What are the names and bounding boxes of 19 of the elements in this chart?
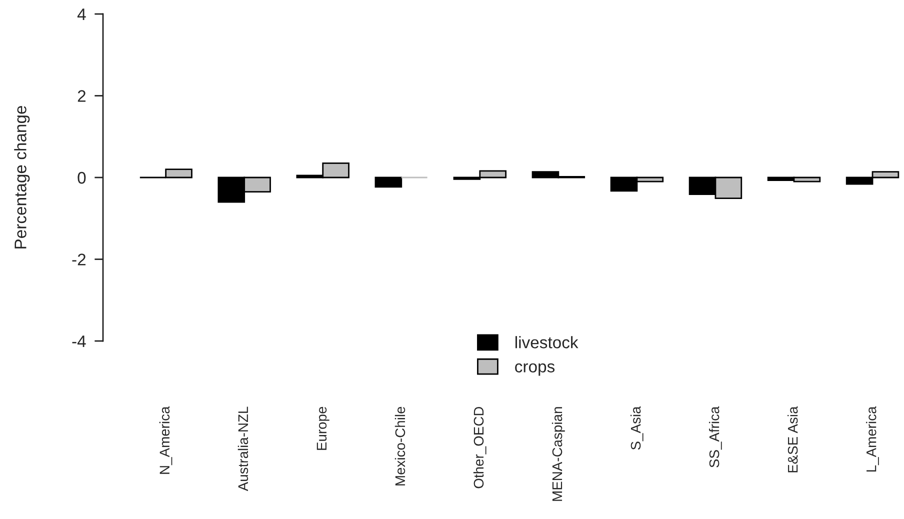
x-tick-label: L_America	[866, 406, 879, 472]
x-tick-label: MENA-Caspian	[552, 407, 565, 501]
x-tick-label: N_America	[159, 406, 172, 474]
y-axis-title: Percentage change	[14, 106, 30, 248]
x-tick-label: Mexico-Chile	[394, 406, 406, 486]
x-tick-label: Europe	[316, 406, 330, 450]
x-tick-label: Other_OECD	[473, 406, 486, 488]
y-tick-label: -4	[72, 336, 86, 348]
x-tick-label: SS_Africa	[709, 406, 722, 468]
legend-label: crops	[515, 363, 555, 376]
y-tick-label: 4	[77, 8, 86, 20]
y-tick-label: 0	[78, 172, 86, 184]
x-tick-label: E&SE Asia	[788, 406, 798, 472]
y-tick-label: -2	[72, 254, 86, 266]
x-tick-label: Australia-NZL	[238, 406, 248, 492]
y-tick-label: 2	[78, 90, 86, 102]
bar	[374, 176, 402, 188]
x-tick-label: S_Asia	[630, 406, 644, 450]
legend-label: livestock	[516, 336, 578, 348]
